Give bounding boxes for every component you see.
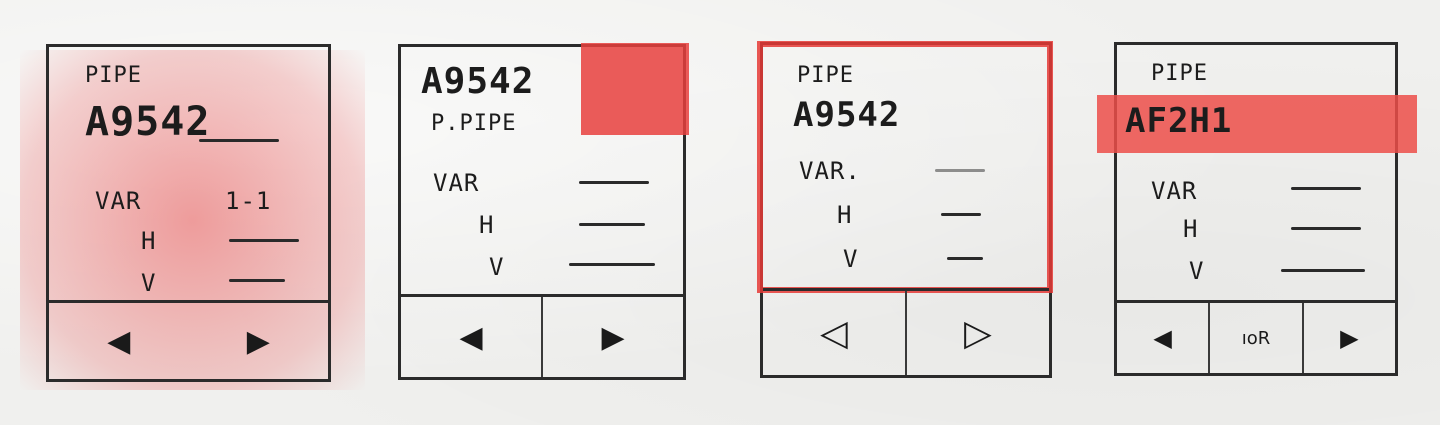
mode-button[interactable]: ıoR — [1208, 303, 1301, 373]
var-label: VAR — [433, 169, 480, 197]
sketch-2-card: A9542 P.PIPE VAR H V ◀ ▶ — [398, 43, 689, 380]
next-button[interactable]: ▶ — [541, 297, 683, 377]
prev-button[interactable]: ◀ — [107, 323, 131, 359]
h-value-squiggle — [941, 213, 981, 216]
h-value-squiggle — [229, 239, 299, 242]
sketch-3-nav: ◁ ▷ — [763, 288, 1049, 375]
h-value-squiggle — [579, 223, 645, 226]
h-value-squiggle — [1291, 227, 1361, 230]
red-highlight-wash — [20, 50, 365, 390]
var-label: VAR — [1151, 177, 1198, 205]
h-label: H — [837, 201, 853, 229]
var-value-squiggle — [935, 169, 985, 172]
var-label: VAR — [95, 187, 142, 215]
pipe-sub-label: P.PIPE — [431, 111, 517, 136]
v-value-squiggle — [947, 257, 983, 260]
v-value-squiggle — [1281, 269, 1365, 272]
v-label: V — [843, 245, 859, 273]
pipe-id: A9542 — [421, 61, 535, 102]
v-value-squiggle — [569, 263, 655, 266]
underline-stroke — [199, 139, 279, 142]
pipe-id: A9542 — [793, 95, 901, 135]
pipe-id: A9542 — [85, 99, 211, 145]
sketch-1-card: PIPE A9542 VAR 1-1 H V ◀ ▶ — [46, 44, 331, 382]
sketch-2-nav: ◀ ▶ — [401, 294, 683, 377]
pipe-label: PIPE — [1151, 61, 1208, 86]
next-button[interactable]: ▷ — [905, 291, 1049, 375]
var-value-squiggle — [579, 181, 649, 184]
sketch-1-nav: ◀ ▶ — [49, 300, 328, 379]
red-selected-row — [1097, 95, 1417, 153]
v-value-squiggle — [229, 279, 285, 282]
h-label: H — [1183, 215, 1199, 243]
var-label: VAR. — [799, 157, 861, 185]
sketch-4-nav: ◀ ıoR ▶ — [1117, 300, 1395, 373]
pipe-label: PIPE — [797, 63, 854, 88]
prev-button[interactable]: ◁ — [820, 312, 848, 354]
next-button[interactable]: ▶ — [1301, 303, 1395, 373]
v-label: V — [141, 269, 157, 297]
pipe-label: PIPE — [85, 63, 142, 88]
red-corner-block — [581, 43, 689, 135]
h-label: H — [479, 211, 495, 239]
var-row: VAR — [95, 187, 141, 215]
prev-button[interactable]: ◀ — [1153, 324, 1172, 352]
v-label: V — [489, 253, 505, 281]
sketch-4-card: PIPE AF2H1 VAR H V ◀ ıoR ▶ — [1097, 42, 1417, 376]
var-value-squiggle — [1291, 187, 1361, 190]
sketch-3-card: PIPE A9542 VAR. H V ◁ ▷ — [757, 41, 1053, 378]
var-value: 1-1 — [225, 187, 272, 215]
h-label: H — [141, 227, 157, 255]
v-label: V — [1189, 257, 1205, 285]
prev-button[interactable]: ◀ — [459, 319, 483, 355]
pipe-id: AF2H1 — [1125, 101, 1233, 141]
next-button[interactable]: ▶ — [246, 323, 270, 359]
